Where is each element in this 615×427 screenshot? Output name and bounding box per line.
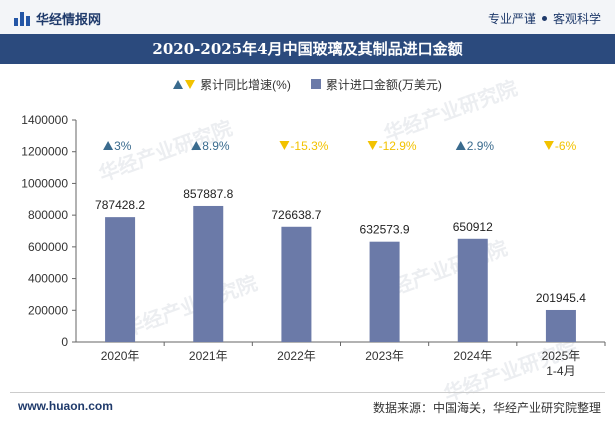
legend-import: 累计进口金额(万美元) <box>310 76 442 93</box>
growth-label: -12.9% <box>379 139 417 153</box>
triangle-down-icon <box>185 79 196 89</box>
growth-label: -6% <box>555 139 577 153</box>
bar-value-label: 857887.8 <box>183 187 233 201</box>
x-tick-label: 2025年 <box>542 349 581 363</box>
bar-value-label: 787428.2 <box>95 198 145 212</box>
growth-label: 3% <box>114 139 132 153</box>
y-tick-label: 1200000 <box>21 145 68 159</box>
chart-title: 2020-2025年4月中国玻璃及其制品进口金额 <box>0 34 615 64</box>
growth-down-marker <box>367 141 378 150</box>
growth-up-marker <box>455 141 466 150</box>
growth-up-marker <box>103 141 114 150</box>
x-tick-label: 2020年 <box>101 349 140 363</box>
bar <box>281 226 312 342</box>
bar-value-label: 632573.9 <box>360 223 410 237</box>
slogan-right: 客观科学 <box>552 12 601 26</box>
legend-swatch <box>310 79 321 89</box>
slogan: 专业严谨 客观科学 <box>488 10 601 27</box>
chart-legend: 累计同比增速(%) 累计进口金额(万美元) <box>0 74 615 94</box>
y-tick-label: 1400000 <box>21 113 68 127</box>
y-tick-label: 0 <box>61 335 68 349</box>
y-tick-label: 200000 <box>28 303 68 317</box>
growth-up-marker <box>191 141 202 150</box>
bar-chart: 0 200000 400000 600000 800000 1000000 1200000 1… <box>21 113 606 378</box>
bar-value-label: 726638.7 <box>271 208 321 222</box>
y-tick-label: 400000 <box>28 272 68 286</box>
x-tick-label: 2023年 <box>365 349 404 363</box>
y-tick-label: 600000 <box>28 240 68 254</box>
x-tick-label: 2022年 <box>277 349 316 363</box>
x-tick-label: 1-4月 <box>546 364 575 378</box>
bar <box>369 241 400 342</box>
brand-name: 华经情报网 <box>36 12 102 27</box>
brand[interactable]: 华经情报网 <box>14 9 101 28</box>
growth-down-marker <box>279 141 290 150</box>
dot-icon <box>541 16 547 21</box>
bar-value-label: 650912 <box>453 220 493 234</box>
top-bar: 华经情报网 专业严谨 客观科学 <box>0 0 615 34</box>
legend-import-label: 累计进口金额(万美元) <box>325 77 442 92</box>
legend-growth-label: 累计同比增速(%) <box>200 77 291 92</box>
bar-value-label: 201945.4 <box>536 291 586 305</box>
bar <box>545 309 576 342</box>
bar <box>105 217 136 342</box>
bar-chart-icon <box>14 11 30 26</box>
growth-label: -15.3% <box>290 139 328 153</box>
growth-down-marker <box>543 141 554 150</box>
y-tick-label: 1000000 <box>21 176 68 190</box>
triangle-up-icon <box>173 79 184 89</box>
slogan-left: 专业严谨 <box>487 12 536 26</box>
bar <box>457 238 488 342</box>
growth-label: 8.9% <box>202 139 230 153</box>
growth-label: 2.9% <box>467 139 495 153</box>
y-tick-label: 800000 <box>28 208 68 222</box>
legend-growth: 累计同比增速(%) <box>173 76 291 93</box>
bar <box>193 205 224 342</box>
footer-divider <box>10 392 605 393</box>
footer-website[interactable]: www.huaon.com <box>18 399 113 413</box>
x-tick-label: 2024年 <box>453 349 492 363</box>
footer-source: 数据来源：中国海关，华经产业研究院整理 <box>372 401 601 415</box>
x-tick-label: 2021年 <box>189 349 228 363</box>
